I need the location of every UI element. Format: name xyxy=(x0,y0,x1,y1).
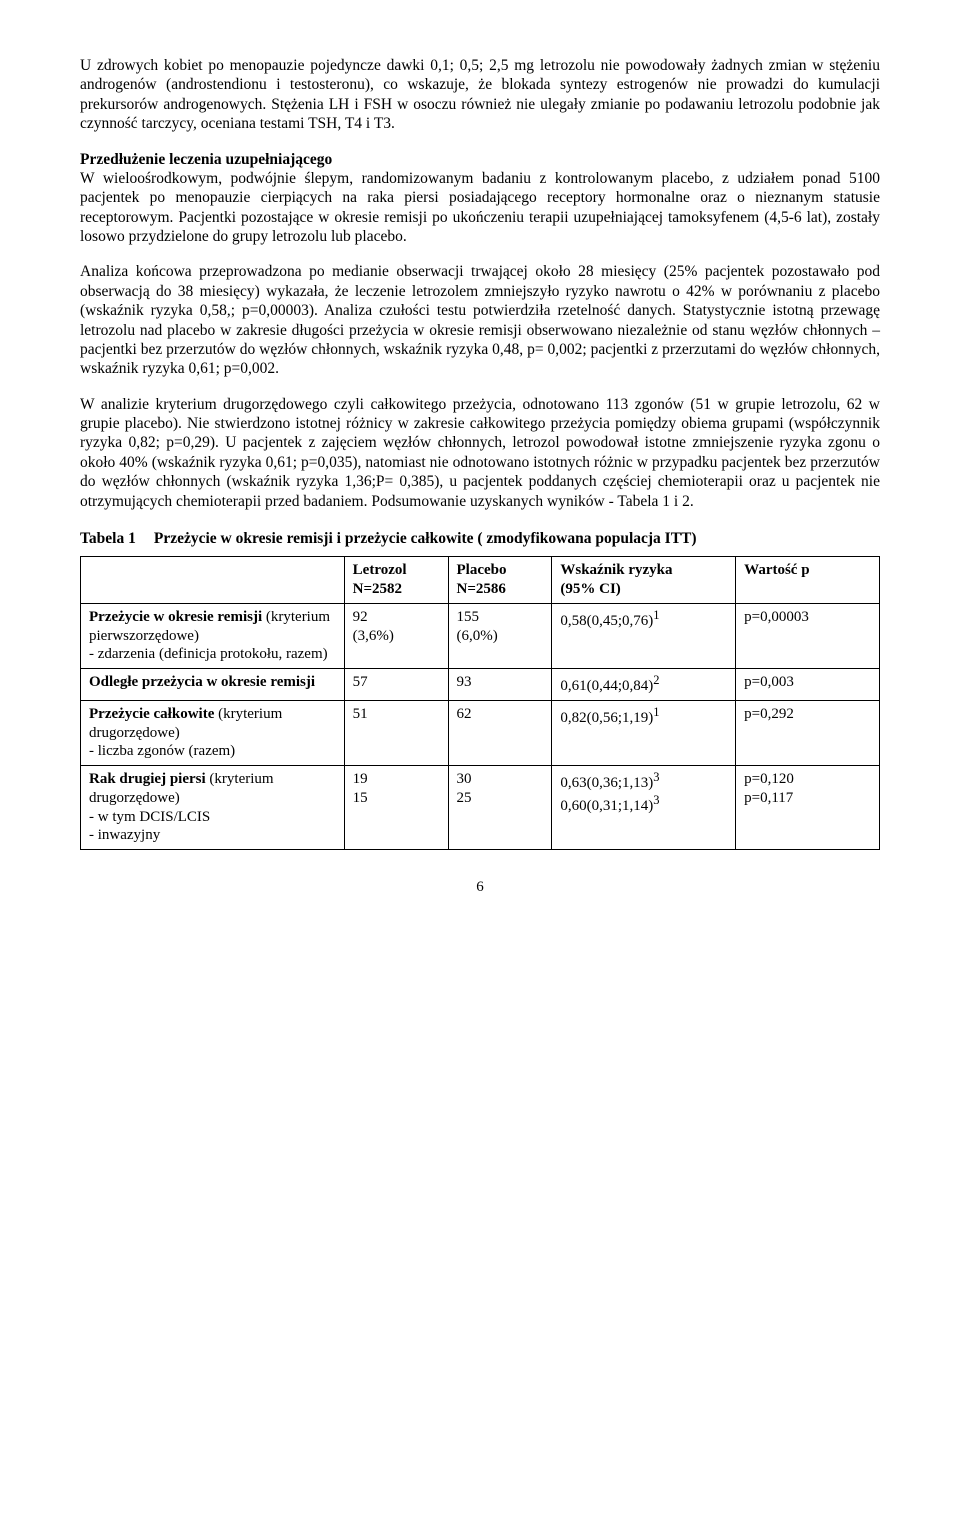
r1-letrozol: 92 (3,6%) xyxy=(344,603,448,668)
r4-hr-sup-b: 3 xyxy=(653,793,659,807)
section1-body: W wieloośrodkowym, podwójnie ślepym, ran… xyxy=(80,170,880,245)
table1-row-dfs: Przeżycie w okresie remisji (kryterium p… xyxy=(81,603,880,668)
r3-placebo: 62 xyxy=(448,700,552,765)
table1-row-distant-dfs: Odległe przeżycia w okresie remisji 57 9… xyxy=(81,669,880,701)
r1-pvalue: p=0,00003 xyxy=(736,603,880,668)
table1-col-pvalue: Wartość p xyxy=(736,557,880,604)
r3-letrozol: 51 xyxy=(344,700,448,765)
page-number: 6 xyxy=(80,878,880,897)
r1-pla-pct: (6,0%) xyxy=(457,628,498,644)
r1-let-val: 92 xyxy=(353,609,368,625)
r4-p-b: p=0,117 xyxy=(744,790,793,806)
r4-pvalue: p=0,120 p=0,117 xyxy=(736,766,880,850)
r1-let-pct: (3,6%) xyxy=(353,628,394,644)
r1-head: Przeżycie w okresie remisji xyxy=(89,609,262,625)
table1-caption: Tabela 1 Przeżycie w okresie remisji i p… xyxy=(80,529,880,548)
r1-pla-val: 155 xyxy=(457,609,480,625)
paragraph-analysis-final: Analiza końcowa przeprowadzona po median… xyxy=(80,262,880,378)
r4-letrozol: 19 15 xyxy=(344,766,448,850)
r4-hr-a: 0,63(0,36;1,13) xyxy=(560,775,653,791)
r1-label: Przeżycie w okresie remisji (kryterium p… xyxy=(81,603,345,668)
col-letrozol-n: N=2582 xyxy=(353,581,402,597)
col-letrozol-label: Letrozol xyxy=(353,562,407,578)
table1-col-letrozol: Letrozol N=2582 xyxy=(344,557,448,604)
table1-caption-number: Tabela 1 xyxy=(80,529,150,548)
r4-let-a: 19 xyxy=(353,771,368,787)
r3-pvalue: p=0,292 xyxy=(736,700,880,765)
col-placebo-n: N=2586 xyxy=(457,581,506,597)
col-hazard-ci: (95% CI) xyxy=(560,581,620,597)
r3-label: Przeżycie całkowite (kryterium drugorzęd… xyxy=(81,700,345,765)
r4-hazard: 0,63(0,36;1,13)3 0,60(0,31;1,14)3 xyxy=(552,766,736,850)
r2-letrozol: 57 xyxy=(344,669,448,701)
table1-row-contralateral: Rak drugiej piersi (kryterium drugorzędo… xyxy=(81,766,880,850)
r2-placebo: 93 xyxy=(448,669,552,701)
r4-placebo: 30 25 xyxy=(448,766,552,850)
r4-hr-sup-a: 3 xyxy=(653,770,659,784)
paragraph-section1: Przedłużenie leczenia uzupełniającego W … xyxy=(80,150,880,247)
paragraph-analysis-secondary: W analizie kryterium drugorzędowego czyl… xyxy=(80,395,880,511)
section1-heading: Przedłużenie leczenia uzupełniającego xyxy=(80,151,332,168)
table1-col-hazard: Wskaźnik ryzyka (95% CI) xyxy=(552,557,736,604)
table1-header-empty xyxy=(81,557,345,604)
r4-p-a: p=0,120 xyxy=(744,771,794,787)
r3-hr-sup: 1 xyxy=(653,705,659,719)
r2-pvalue: p=0,003 xyxy=(736,669,880,701)
r4-pla-a: 30 xyxy=(457,771,472,787)
table1-caption-text: Przeżycie w okresie remisji i przeżycie … xyxy=(154,530,697,547)
r4-let-b: 15 xyxy=(353,790,368,806)
table1-row-overall-survival: Przeżycie całkowite (kryterium drugorzęd… xyxy=(81,700,880,765)
r3-hazard: 0,82(0,56;1,19)1 xyxy=(552,700,736,765)
table1: Letrozol N=2582 Placebo N=2586 Wskaźnik … xyxy=(80,556,880,850)
r1-hazard: 0,58(0,45;0,76)1 xyxy=(552,603,736,668)
col-placebo-label: Placebo xyxy=(457,562,507,578)
r4-label: Rak drugiej piersi (kryterium drugorzędo… xyxy=(81,766,345,850)
r3-head: Przeżycie całkowite xyxy=(89,706,214,722)
r4-head: Rak drugiej piersi xyxy=(89,771,206,787)
r2-label: Odległe przeżycia w okresie remisji xyxy=(81,669,345,701)
r1-hr-sup: 1 xyxy=(653,608,659,622)
table1-col-placebo: Placebo N=2586 xyxy=(448,557,552,604)
r2-hr-val: 0,61(0,44;0,84) xyxy=(560,678,653,694)
r1-placebo: 155 (6,0%) xyxy=(448,603,552,668)
r2-hr-sup: 2 xyxy=(653,673,659,687)
r4-pla-b: 25 xyxy=(457,790,472,806)
r2-hazard: 0,61(0,44;0,84)2 xyxy=(552,669,736,701)
r3-hr-val: 0,82(0,56;1,19) xyxy=(560,710,653,726)
table1-header-row: Letrozol N=2582 Placebo N=2586 Wskaźnik … xyxy=(81,557,880,604)
r1-hr-val: 0,58(0,45;0,76) xyxy=(560,613,653,629)
paragraph-intro: U zdrowych kobiet po menopauzie pojedync… xyxy=(80,56,880,134)
r4-hr-b: 0,60(0,31;1,14) xyxy=(560,798,653,814)
col-hazard-label: Wskaźnik ryzyka xyxy=(560,562,672,578)
